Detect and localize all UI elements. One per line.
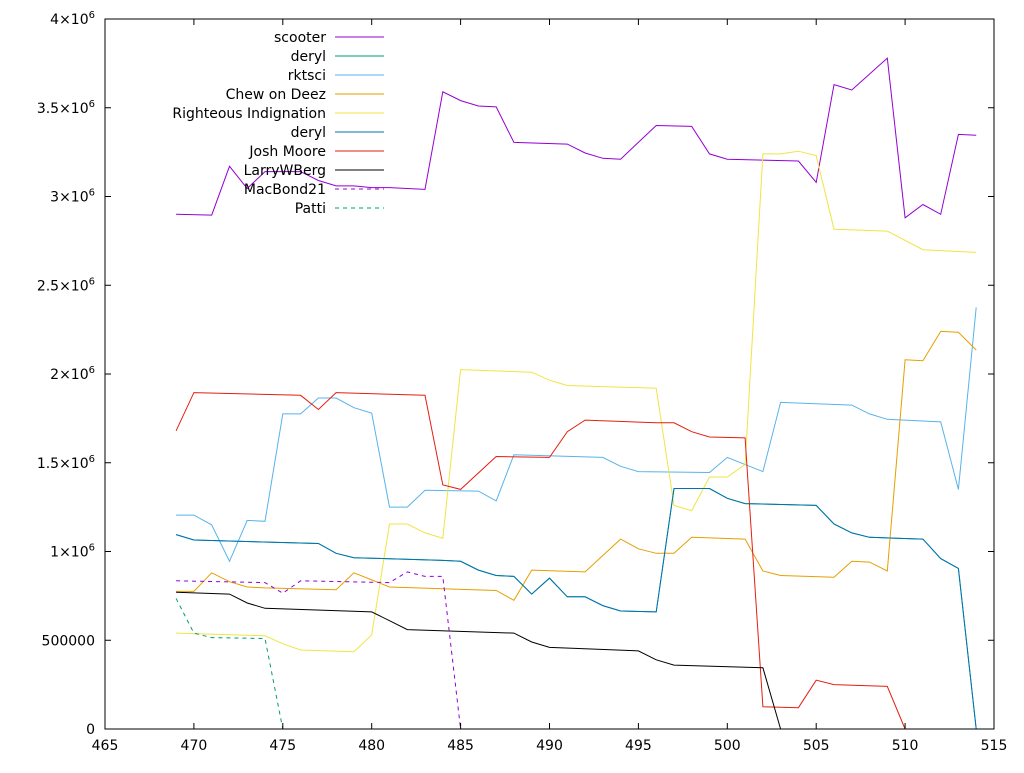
x-tick-label: 495 <box>625 738 652 754</box>
x-tick-label: 465 <box>92 738 119 754</box>
legend-label: deryl <box>291 49 326 65</box>
y-tick-base: 2.5×10 <box>37 278 89 294</box>
series-line-1 <box>175 488 977 730</box>
series-line-4 <box>176 150 977 653</box>
y-tick-label: 2×106 <box>50 365 95 383</box>
series-line-0 <box>176 57 977 219</box>
legend-label: deryl <box>291 125 326 141</box>
legend-label: Righteous Indignation <box>172 106 326 122</box>
legend-label: MacBond21 <box>244 182 326 198</box>
plot-frame <box>104 18 995 730</box>
y-tick-exponent: 6 <box>89 454 95 465</box>
y-tick-label: 3.5×106 <box>37 99 95 117</box>
y-tick-base: 500000 <box>42 633 95 649</box>
legend-label: Josh Moore <box>248 144 326 160</box>
y-tick-label: 3×106 <box>50 188 95 206</box>
y-tick-exponent: 6 <box>89 188 95 199</box>
x-tick-label: 505 <box>803 738 830 754</box>
y-axis: 05000001×1061.5×1062×1062.5×1063×1063.5×… <box>37 10 994 738</box>
series-line-5 <box>175 488 977 730</box>
x-tick-label: 470 <box>181 738 208 754</box>
y-tick-label: 4×106 <box>50 10 95 28</box>
series-line-6 <box>175 392 906 730</box>
y-tick-base: 0 <box>86 722 95 738</box>
legend-label: rktsci <box>288 68 326 84</box>
series-line-9 <box>175 598 284 730</box>
y-tick-base: 1.5×10 <box>37 456 89 472</box>
y-tick-label: 500000 <box>42 633 95 649</box>
x-tick-label: 475 <box>269 738 296 754</box>
y-tick-base: 2×10 <box>50 367 88 383</box>
y-tick-base: 4×10 <box>50 12 88 28</box>
y-tick-exponent: 6 <box>89 99 95 110</box>
legend: scooter deryl rktsci Chew on Deez Righteous … <box>172 30 384 217</box>
y-tick-exponent: 6 <box>89 365 95 376</box>
series-line-3 <box>176 330 977 601</box>
y-tick-label: 1×106 <box>50 543 95 561</box>
x-tick-label: 490 <box>536 738 563 754</box>
series-line-2 <box>176 307 977 563</box>
y-tick-base: 3.5×10 <box>37 101 89 117</box>
y-tick-exponent: 6 <box>89 10 95 21</box>
legend-label: Chew on Deez <box>226 87 326 103</box>
x-tick-label: 485 <box>447 738 474 754</box>
x-tick-label: 500 <box>714 738 741 754</box>
y-tick-label: 2.5×106 <box>37 276 95 294</box>
legend-label: LarryWBerg <box>244 163 326 179</box>
y-tick-exponent: 6 <box>89 276 95 287</box>
x-tick-label: 480 <box>358 738 385 754</box>
y-tick-exponent: 6 <box>89 543 95 554</box>
y-tick-label: 1.5×106 <box>37 454 95 472</box>
x-tick-label: 515 <box>981 738 1008 754</box>
series-layer <box>175 57 977 730</box>
series-line-7 <box>176 591 782 730</box>
y-tick-base: 1×10 <box>50 545 88 561</box>
legend-label: scooter <box>274 30 326 46</box>
legend-label: Patti <box>295 201 326 217</box>
x-tick-label: 510 <box>892 738 919 754</box>
y-tick-label: 0 <box>86 722 95 738</box>
y-tick-base: 3×10 <box>50 190 88 206</box>
x-axis: 465 470 475 480 485 490 495 500 505 510 515 <box>92 19 1008 754</box>
